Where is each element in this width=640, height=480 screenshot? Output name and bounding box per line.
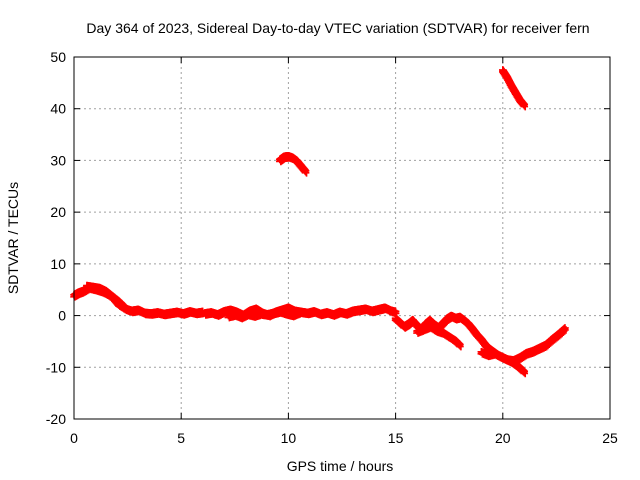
x-tick-label: 10 xyxy=(281,430,297,446)
x-tick-label: 0 xyxy=(70,430,78,446)
data-point-band xyxy=(456,342,464,351)
y-tick-label: 10 xyxy=(50,256,66,272)
y-tick-label: 0 xyxy=(58,308,66,324)
y-tick-label: 40 xyxy=(50,101,66,117)
chart-title: Day 364 of 2023, Sidereal Day-to-day VTE… xyxy=(86,20,589,36)
data-point-band xyxy=(520,369,529,378)
y-tick-label: 30 xyxy=(50,152,66,168)
y-tick-label: 20 xyxy=(50,204,66,220)
x-tick-label: 15 xyxy=(388,430,404,446)
data-point-band xyxy=(520,102,529,111)
x-tick-label: 5 xyxy=(177,430,185,446)
y-axis: -20 -10 0 10 20 30 40 50 xyxy=(46,49,610,427)
data-point-band xyxy=(295,310,303,318)
x-tick-label: 25 xyxy=(602,430,618,446)
plot-area-frame xyxy=(73,56,611,420)
data-point-band xyxy=(301,168,310,177)
y-tick-label: -10 xyxy=(46,359,66,375)
y-tick-label: 50 xyxy=(50,49,66,65)
data-point-band xyxy=(561,326,569,334)
data-point-band xyxy=(121,305,130,314)
x-tick-label: 20 xyxy=(495,430,511,446)
y-tick-label: -20 xyxy=(46,411,66,427)
data-series xyxy=(70,66,569,378)
x-axis-title: GPS time / hours xyxy=(287,458,394,474)
y-axis-title: SDTVAR / TECUs xyxy=(5,182,21,294)
